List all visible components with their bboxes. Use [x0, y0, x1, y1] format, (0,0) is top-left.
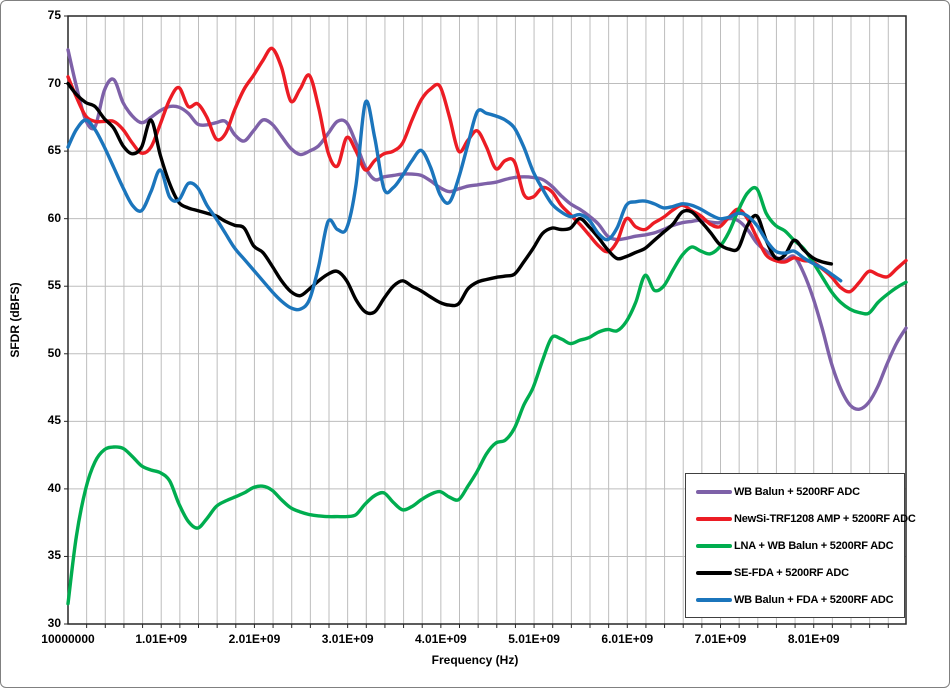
legend-item[interactable]: WB Balun + 5200RF ADC	[686, 486, 904, 498]
y-tick-label: 50	[47, 345, 61, 360]
legend-label: WB Balun + 5200RF ADC	[734, 485, 860, 498]
series-line	[66, 81, 834, 316]
legend-item[interactable]: LNA + WB Balun + 5200RF ADC	[686, 540, 904, 552]
y-tick-label: 65	[47, 143, 61, 158]
x-tick-label: 4.01E+09	[414, 632, 467, 646]
y-tick-label: 40	[47, 480, 61, 495]
legend-line-swatch	[696, 597, 732, 602]
y-tick-label: 70	[47, 75, 61, 90]
y-tick-label: 45	[47, 413, 61, 428]
x-tick-label: 2.01E+09	[228, 632, 281, 646]
legend-item[interactable]: WB Balun + FDA + 5200RF ADC	[686, 594, 904, 606]
legend-label: LNA + WB Balun + 5200RF ADC	[734, 539, 894, 552]
plot-area-border	[67, 15, 907, 625]
y-tick-label: 55	[47, 278, 61, 293]
y-axis-title: SFDR (dBFS)	[8, 282, 22, 358]
legend-line-swatch	[696, 543, 732, 548]
legend-line-swatch	[696, 570, 732, 575]
legend-label: SE-FDA + 5200RF ADC	[734, 566, 849, 579]
x-tick-label: 6.01E+09	[601, 632, 654, 646]
x-tick-label: 3.01E+09	[321, 632, 374, 646]
x-tick-label: 10000000	[41, 632, 95, 646]
legend-line-swatch	[696, 489, 732, 494]
legend-item[interactable]: NewSi-TRF1208 AMP + 5200RF ADC	[686, 513, 916, 525]
y-tick-label: 75	[47, 8, 61, 22]
y-tick-label: 30	[47, 616, 61, 630]
legend-item[interactable]: SE-FDA + 5200RF ADC	[686, 567, 904, 579]
y-tick-label: 60	[47, 210, 61, 225]
series-line	[66, 46, 908, 294]
legend-label: NewSi-TRF1208 AMP + 5200RF ADC	[734, 512, 916, 525]
series-line	[66, 99, 843, 312]
legend: WB Balun + 5200RF ADC NewSi-TRF1208 AMP +…	[685, 473, 916, 618]
x-tick-label: 7.01E+09	[694, 632, 747, 646]
legend-line-swatch	[696, 516, 732, 521]
x-tick-label: 1.01E+09	[135, 632, 188, 646]
legend-label: WB Balun + FDA + 5200RF ADC	[734, 593, 894, 606]
x-tick-label: 5.01E+09	[508, 632, 560, 646]
x-tick-label: 8.01E+09	[787, 632, 840, 646]
series-line	[66, 48, 908, 411]
x-axis-title: Frequency (Hz)	[431, 653, 519, 667]
y-tick-label: 35	[47, 548, 61, 563]
series-line	[66, 185, 908, 606]
